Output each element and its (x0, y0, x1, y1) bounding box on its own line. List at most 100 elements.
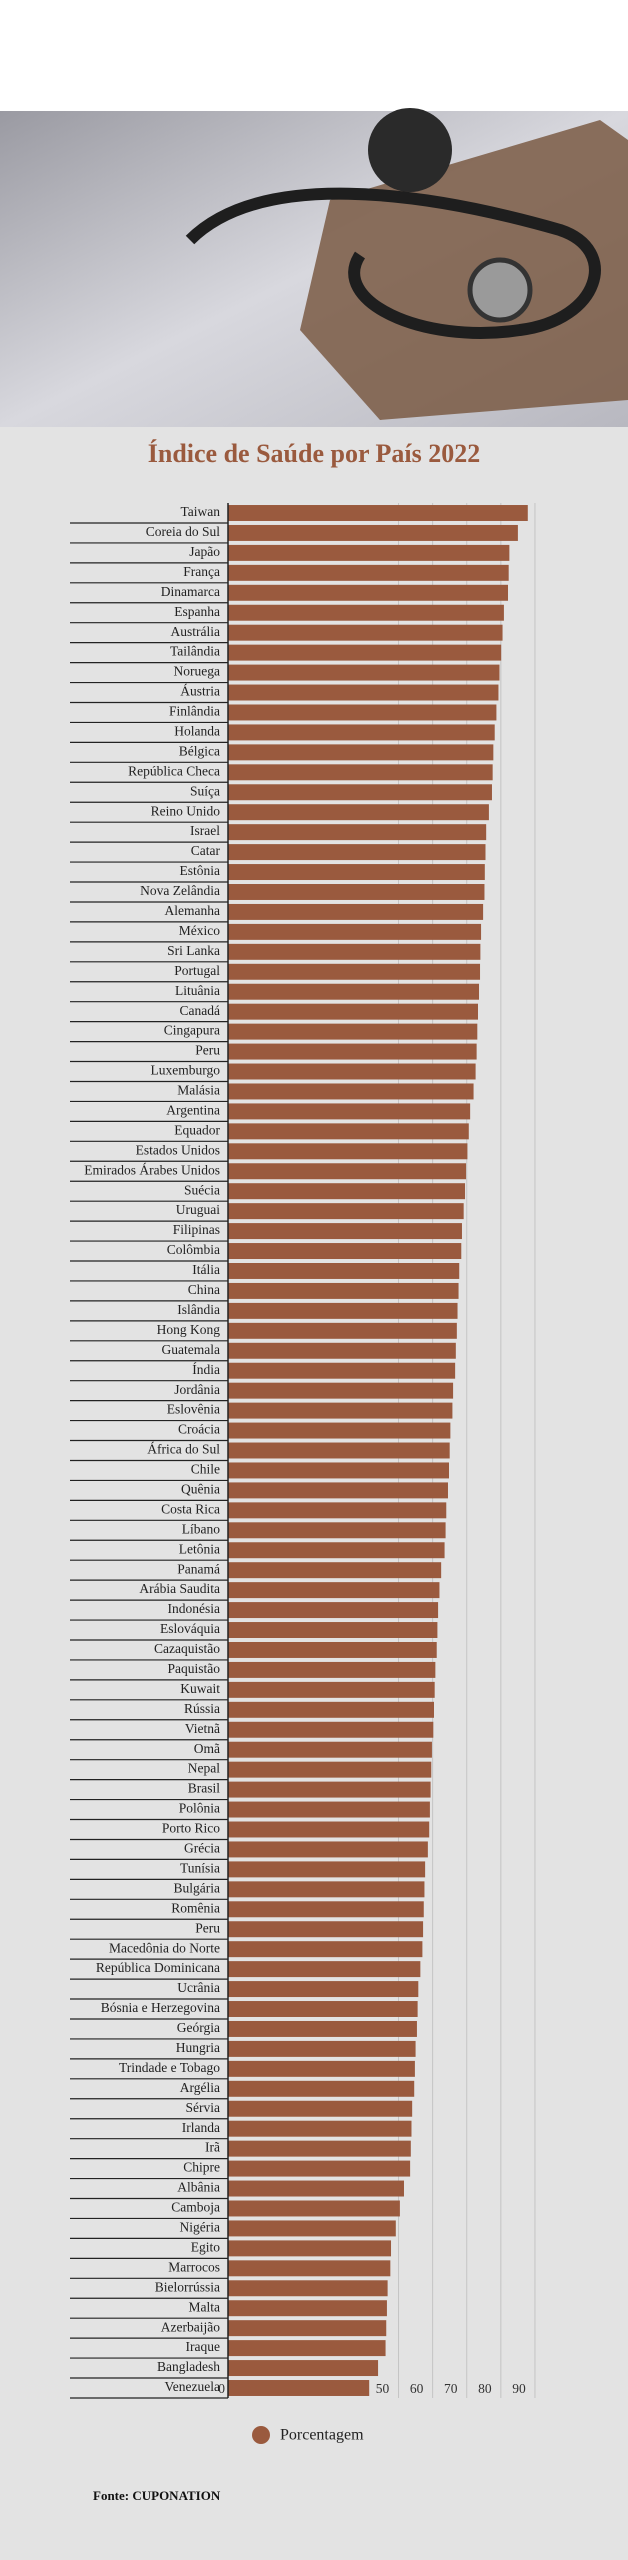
y-tick-label: China (188, 1282, 220, 1297)
y-tick-label: Taiwan (180, 504, 220, 519)
y-tick-label: Chile (191, 1462, 220, 1477)
y-tick-label: Israel (190, 823, 220, 838)
y-tick-label: República Checa (128, 763, 220, 778)
bar (228, 564, 509, 581)
bar (228, 1243, 462, 1260)
bar (228, 864, 485, 881)
bar (228, 2240, 392, 2257)
bar (228, 764, 493, 781)
y-tick-label: Rússia (184, 1701, 220, 1716)
bar (228, 923, 482, 940)
y-tick-label: Equador (174, 1122, 220, 1137)
y-tick-label: Croácia (178, 1422, 220, 1437)
bar (228, 1661, 436, 1678)
y-tick-label: Indonésia (168, 1601, 220, 1616)
bar (228, 1223, 462, 1240)
y-tick-label: Nigéria (180, 2220, 220, 2235)
y-tick-label: Lituânia (175, 983, 220, 998)
y-tick-label: Arábia Saudita (139, 1581, 220, 1596)
bar (228, 1622, 438, 1638)
y-tick-label: Malásia (177, 1083, 220, 1098)
y-tick-label: Jordânia (174, 1382, 220, 1397)
y-tick-label: Polônia (179, 1801, 220, 1816)
bar (228, 1542, 445, 1559)
bar (228, 1881, 425, 1898)
y-tick-label: Catar (191, 843, 221, 858)
y-tick-label: Nepal (188, 1761, 220, 1776)
y-tick-label: Luxemburgo (151, 1063, 221, 1078)
bar (228, 2360, 379, 2377)
y-tick-label: Cingapura (164, 1023, 220, 1038)
bar (228, 963, 481, 980)
bar (228, 704, 497, 721)
bar (228, 2280, 388, 2297)
bar (228, 684, 499, 701)
y-tick-label: Bélgica (179, 743, 220, 758)
bar (228, 1143, 468, 1160)
y-tick-label: Uruguai (176, 1202, 220, 1217)
y-tick-label: México (179, 923, 220, 938)
bar (228, 983, 480, 1000)
y-tick-label: Chipre (183, 2160, 220, 2175)
x-tick-label: 80 (478, 2381, 492, 2396)
y-tick-label: Coreia do Sul (146, 524, 220, 539)
x-tick-label: 0 (218, 2381, 225, 2396)
y-tick-label: Camboja (171, 2200, 220, 2215)
legend-label: Porcentagem (280, 2427, 364, 2444)
bar (228, 1203, 464, 1220)
bar (228, 1761, 432, 1778)
y-tick-label: Eslovênia (167, 1402, 220, 1417)
bar (228, 604, 504, 621)
y-tick-label: Holanda (174, 724, 220, 739)
bar (228, 1821, 430, 1838)
bar (228, 1083, 474, 1100)
y-tick-label: Romênia (171, 1900, 220, 1915)
bar (228, 1282, 459, 1299)
bar (228, 1063, 476, 1080)
y-tick-label: Emirados Árabes Unidos (84, 1162, 220, 1177)
y-tick-label: Malta (189, 2299, 221, 2314)
bar (228, 1602, 439, 1619)
bar (228, 744, 494, 761)
bar (228, 2160, 411, 2177)
bar (228, 824, 487, 841)
bar (228, 903, 484, 920)
bar (228, 2001, 418, 2017)
bar (228, 1402, 453, 1419)
y-tick-label: Bósnia e Herzegovina (101, 2000, 220, 2015)
bar (228, 1362, 456, 1379)
bar (228, 1163, 467, 1180)
y-tick-label: República Dominicana (96, 1960, 220, 1975)
y-tick-label: Sri Lanka (167, 943, 220, 958)
y-tick-label: Japão (189, 544, 220, 559)
bar (228, 2320, 387, 2337)
bar (228, 1462, 450, 1479)
bar (228, 1422, 451, 1439)
y-tick-label: Argélia (180, 2080, 220, 2095)
y-tick-label: Ucrânia (177, 1980, 220, 1995)
y-tick-label: Marrocos (168, 2259, 220, 2274)
bar (228, 2260, 391, 2277)
y-tick-label: Grécia (184, 1841, 220, 1856)
y-tick-label: Costa Rica (161, 1501, 220, 1516)
y-tick-label: Suécia (184, 1182, 220, 1197)
bar (228, 1781, 431, 1798)
y-tick-label: Estônia (180, 863, 221, 878)
bar (228, 1582, 440, 1599)
y-tick-label: Colômbia (167, 1242, 220, 1257)
y-tick-label: Panamá (177, 1561, 220, 1576)
bar (228, 2140, 411, 2157)
y-tick-label: Islândia (177, 1302, 220, 1317)
y-tick-label: Sérvia (186, 2100, 221, 2115)
bar (228, 1322, 457, 1339)
y-tick-label: França (183, 564, 220, 579)
bar (228, 624, 503, 641)
y-tick-label: Argentina (166, 1102, 220, 1117)
y-tick-label: Bielorrússia (155, 2279, 220, 2294)
legend-swatch (252, 2426, 270, 2444)
bar (228, 804, 489, 821)
chart-title: Índice de Saúde por País 2022 (148, 439, 481, 468)
bar (228, 1342, 456, 1359)
y-tick-label: Reino Unido (151, 803, 221, 818)
y-tick-label: Tunísia (180, 1860, 220, 1875)
